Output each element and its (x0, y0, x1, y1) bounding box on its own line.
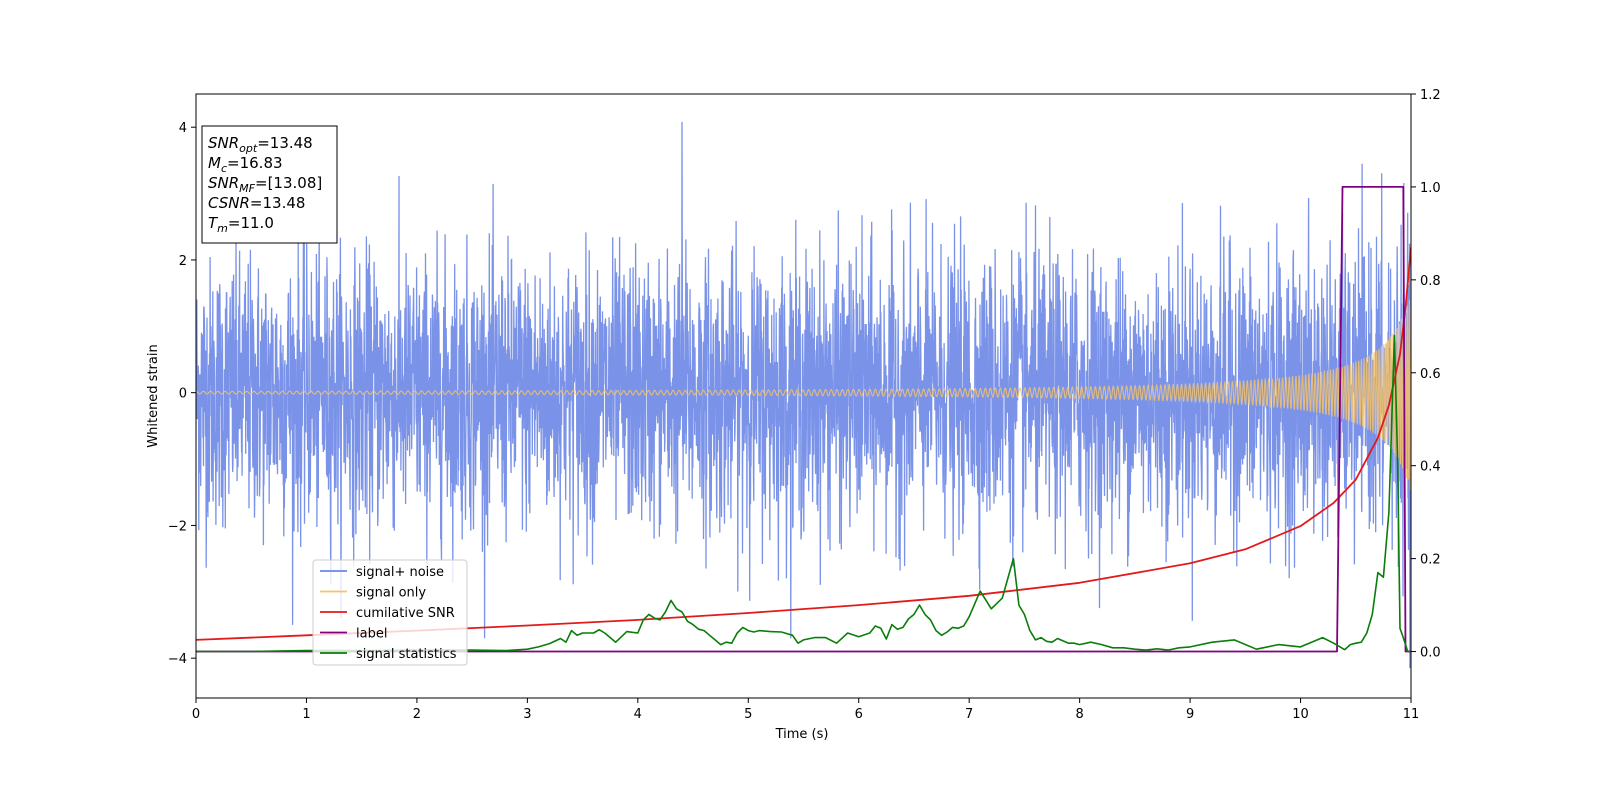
x-tick-label: 0 (192, 707, 200, 722)
y-right-tick-label: 0.6 (1420, 367, 1441, 382)
legend-entry-label: label (356, 627, 387, 642)
legend-entry-label: signal statistics (356, 647, 457, 662)
y-left-tick-label: 2 (179, 254, 187, 269)
x-tick-label: 10 (1292, 707, 1309, 722)
x-tick-label: 2 (413, 707, 421, 722)
info-box-frame (201, 125, 338, 244)
y-axis-label: Whitened strain (146, 344, 161, 447)
x-axis: 0 1 2 3 4 5 6 7 8 9 10 11 (192, 698, 1419, 722)
y-axis-left: −4 −2 0 2 4 (168, 121, 196, 667)
legend: signal+ noise signal only cumilative SNR la… (312, 559, 468, 666)
legend-frame (312, 559, 468, 666)
x-axis-label: Time (s) (775, 727, 829, 742)
series-signal-statistics-line (196, 334, 1411, 653)
info-row: Tm=11.0 (208, 214, 274, 235)
legend-entry-label: cumilative SNR (356, 606, 455, 621)
plot-frame (195, 93, 1412, 699)
x-tick-label: 9 (1186, 707, 1194, 722)
series-signal-noise-line (196, 121, 1411, 669)
info-row: Mc=16.83 (208, 154, 283, 175)
y-right-tick-label: 0.4 (1420, 460, 1441, 475)
y-right-tick-label: 0.0 (1420, 646, 1441, 661)
series-signal-only-line (196, 299, 1411, 491)
y-right-tick-label: 1.2 (1420, 88, 1441, 103)
legend-entry-label: signal+ noise (356, 565, 444, 580)
y-left-tick-label: −4 (168, 652, 187, 667)
y-right-tick-label: 0.8 (1420, 274, 1441, 289)
series-cumulative-snr-line (196, 247, 1411, 641)
y-right-tick-label: 1.0 (1420, 181, 1441, 196)
info-row: CSNR=13.48 (208, 194, 305, 212)
x-tick-label: 5 (744, 707, 752, 722)
x-tick-label: 7 (965, 707, 973, 722)
series-layer (196, 121, 1411, 669)
x-tick-label: 11 (1403, 707, 1420, 722)
x-tick-label: 3 (523, 707, 531, 722)
legend-entry-label: signal only (356, 586, 426, 601)
y-right-tick-label: 0.2 (1420, 553, 1441, 568)
x-tick-label: 1 (302, 707, 310, 722)
info-row: SNRopt=13.48 (208, 134, 313, 155)
series-label-line (196, 186, 1411, 653)
info-box: SNRopt=13.48Mc=16.83SNRMF=[13.08]CSNR=13… (201, 125, 338, 244)
y-left-tick-label: 0 (179, 387, 187, 402)
y-left-tick-label: −2 (168, 519, 187, 534)
y-left-tick-label: 4 (179, 121, 187, 136)
y-axis-right: 0.0 0.2 0.4 0.6 0.8 1.0 1.2 (1411, 88, 1441, 661)
x-tick-label: 6 (855, 707, 863, 722)
x-tick-label: 8 (1075, 707, 1083, 722)
x-tick-label: 4 (634, 707, 642, 722)
info-row: SNRMF=[13.08] (208, 174, 322, 195)
